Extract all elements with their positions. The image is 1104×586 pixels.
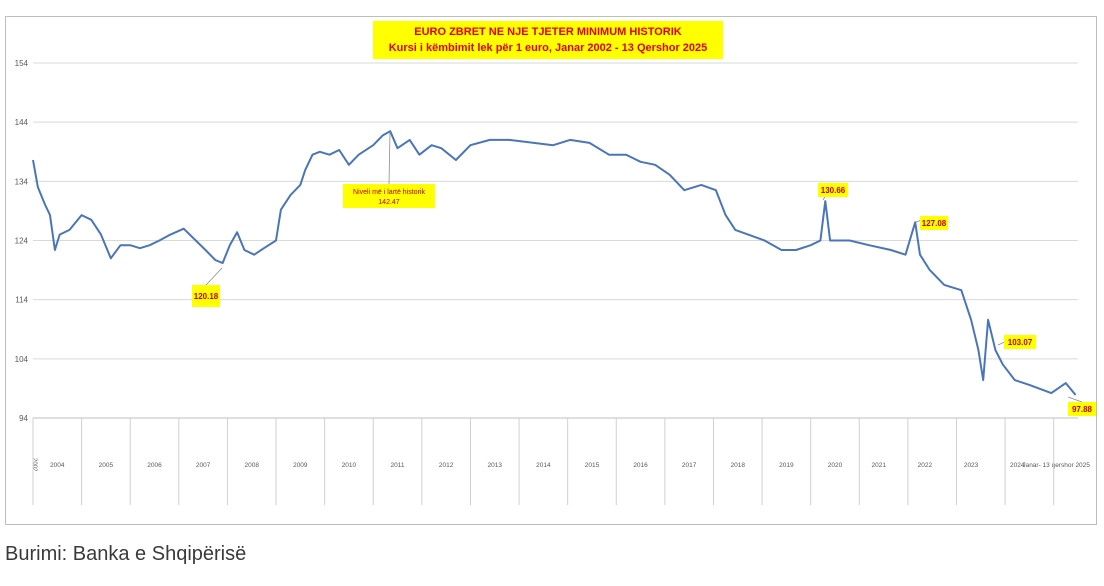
- x-tick-label: 2009: [293, 462, 308, 469]
- x-tick-label: 2014: [536, 462, 551, 469]
- annotation-box: [192, 285, 220, 307]
- x-tick-label: 2022: [918, 462, 933, 469]
- x-tick-label: 2005: [99, 462, 114, 469]
- x-tick-label: 2021: [871, 462, 886, 469]
- chart-frame: [5, 16, 1097, 525]
- x-tick-label: 2007: [196, 462, 211, 469]
- chart: EURO ZBRET NE NJE TJETER MINIMUM HISTORI…: [5, 16, 1097, 525]
- x-tick-label: 2019: [779, 462, 794, 469]
- x-tick-label: 2017: [682, 462, 697, 469]
- x-tick-label: 2010: [342, 462, 357, 469]
- annotation-box: [1004, 335, 1036, 349]
- y-tick-label: 124: [15, 237, 29, 246]
- y-tick-label: 114: [15, 296, 28, 305]
- x-tick-label: 2015: [585, 462, 600, 469]
- x-tick-label: 2012: [439, 462, 454, 469]
- annotation-box: [818, 183, 848, 197]
- y-tick-label: 144: [15, 118, 29, 127]
- annotation-value: 103.07: [1008, 338, 1033, 347]
- annotation-leader: [388, 131, 391, 185]
- annotation-leader: [1067, 396, 1083, 403]
- annotation-value: 130.66: [821, 186, 846, 195]
- x-tick-label: 2016: [633, 462, 648, 469]
- caption: Burimi: Banka e Shqipërisë: [5, 543, 247, 565]
- x-tick-label: 2013: [488, 462, 503, 469]
- annotation-value: 97.88: [1072, 405, 1093, 414]
- y-tick-label: 94: [19, 414, 28, 423]
- annotation-box: [343, 184, 435, 208]
- x-tick-label: 2008: [244, 462, 259, 469]
- y-tick-label: 104: [15, 355, 29, 364]
- annotation-label: Niveli më i lartë historik: [353, 189, 425, 196]
- annotation-box: [920, 216, 948, 230]
- x-tick-label: 2024: [1010, 462, 1025, 469]
- annotation-leader: [205, 267, 223, 286]
- x-tick-label: 2004: [50, 462, 65, 469]
- x-tick-label: Janar- 13 qershor 2025: [1022, 462, 1090, 469]
- title-box: [373, 21, 723, 59]
- x-tick-label: 2002: [31, 458, 37, 472]
- x-tick-label: 2023: [964, 462, 979, 469]
- x-tick-label: 2011: [391, 462, 405, 469]
- series-line: [32, 130, 1077, 396]
- annotation-value: 120.18: [194, 292, 219, 301]
- x-tick-label: 2020: [828, 462, 843, 469]
- annotation-box: [1068, 402, 1096, 416]
- y-tick-label: 134: [15, 177, 29, 186]
- x-tick-label: 2018: [731, 462, 746, 469]
- annotation-value: 127.08: [922, 219, 947, 228]
- annotation-value: 142.47: [378, 199, 400, 206]
- chart-title: EURO ZBRET NE NJE TJETER MINIMUM HISTORI…: [414, 26, 682, 38]
- y-tick-label: 154: [15, 59, 29, 68]
- x-tick-label: 2006: [147, 462, 162, 469]
- chart-subtitle: Kursi i këmbimit lek për 1 euro, Janar 2…: [389, 42, 708, 54]
